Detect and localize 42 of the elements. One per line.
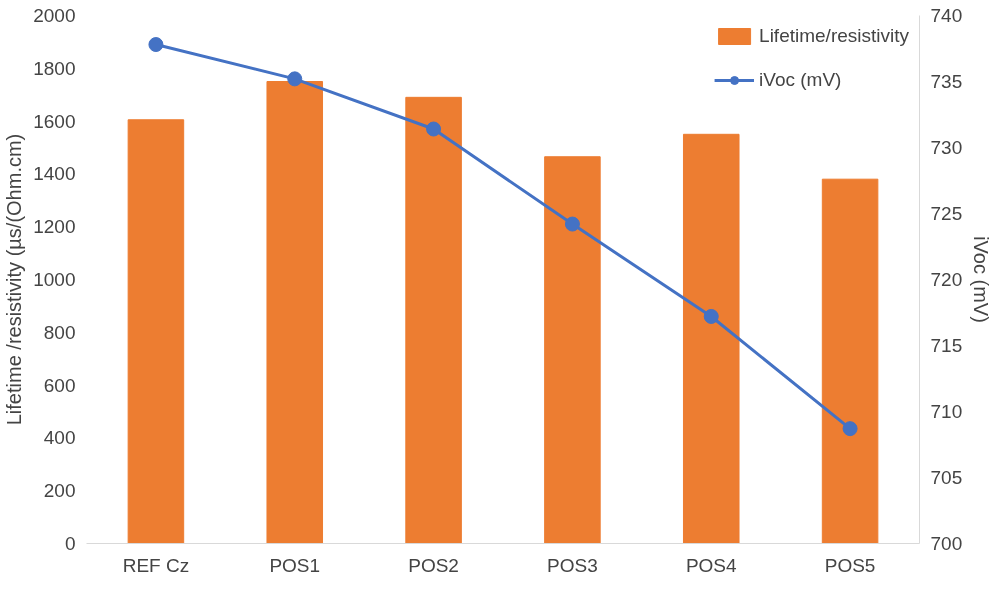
y-tick-label: 1000: [33, 269, 76, 290]
y-tick-label: 1600: [33, 110, 76, 132]
legend-label: iVoc (mV): [759, 69, 842, 91]
y-tick-label: 1400: [33, 163, 76, 185]
y-tick-label: 400: [43, 427, 76, 449]
point: [148, 37, 164, 53]
y-tick-label: 2000: [33, 5, 76, 26]
y2-tick-label: 715: [930, 335, 963, 356]
y-axis-title: Lifetime /resistivity (µs/(Ohm.cm): [3, 133, 26, 426]
legend-label: Lifetime/resistivity: [759, 25, 909, 47]
y2-tick-label: 710: [930, 401, 963, 422]
y2-tick-label: 705: [930, 467, 963, 488]
point: [564, 216, 580, 232]
y-tick-label: 1200: [33, 216, 76, 238]
bar: [544, 156, 601, 544]
point: [426, 121, 442, 137]
point: [287, 71, 303, 87]
bar: [405, 96, 462, 544]
y2-tick-label: 700: [930, 533, 963, 554]
bar: [127, 119, 185, 544]
y2-tick-label: 720: [930, 269, 963, 290]
x-tick-label: POS2: [408, 554, 459, 576]
y-tick-label: 600: [43, 374, 76, 396]
y2-tick-label: 740: [930, 5, 963, 26]
y2-axis-title: iVoc (mV): [970, 236, 993, 323]
y-tick-label: 200: [43, 480, 76, 502]
x-tick-label: POS3: [547, 554, 598, 576]
y-tick-label: 1800: [33, 57, 76, 79]
point: [703, 308, 719, 324]
bar: [266, 81, 324, 544]
y2-tick-label: 735: [930, 71, 963, 92]
y2-tick-label: 730: [930, 137, 963, 158]
bar: [682, 133, 740, 544]
x-tick-label: REF Cz: [122, 554, 190, 576]
x-tick-label: POS4: [685, 554, 738, 576]
x-tick-label: POS5: [824, 554, 876, 576]
x-tick-label: POS1: [269, 554, 321, 576]
y-tick-label: 0: [64, 533, 76, 554]
y2-tick-label: 725: [930, 203, 963, 224]
point: [842, 421, 858, 437]
y-tick-label: 800: [43, 321, 76, 343]
bar: [821, 178, 879, 544]
